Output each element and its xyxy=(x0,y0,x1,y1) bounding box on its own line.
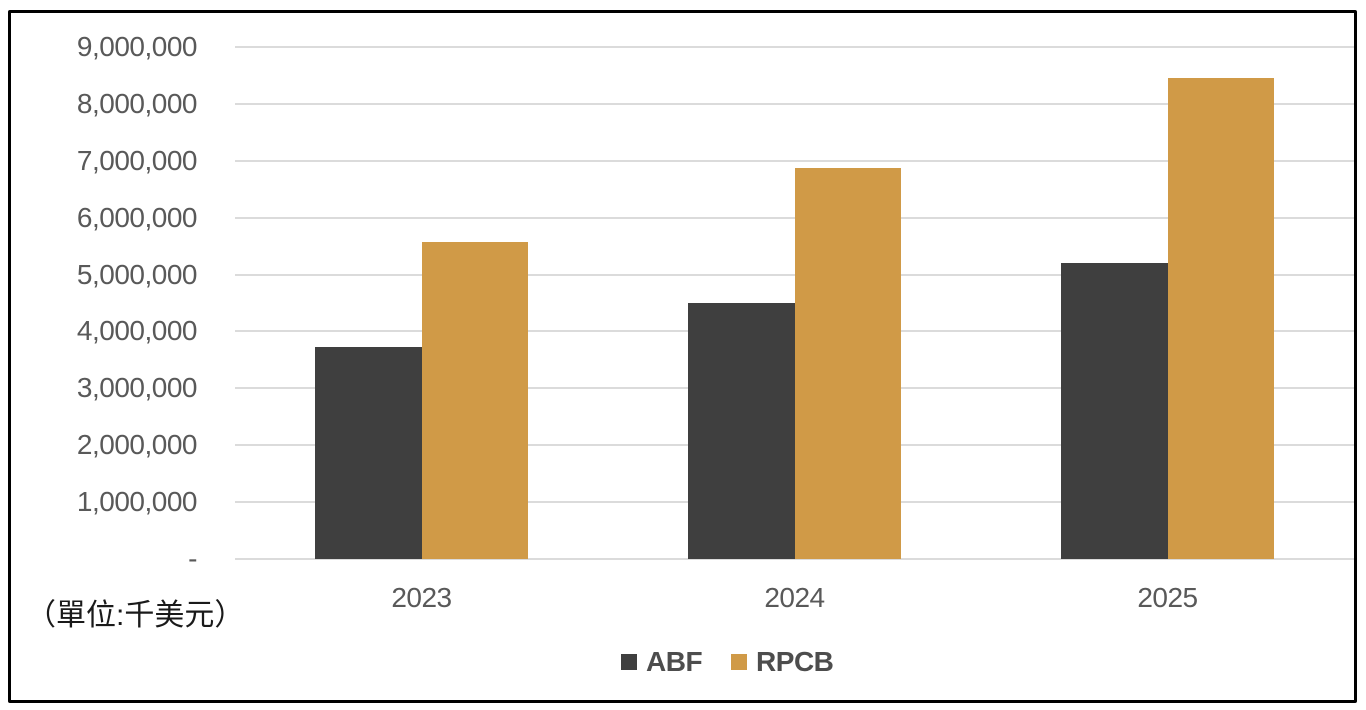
bar-abf-2024 xyxy=(688,303,795,559)
y-axis-tick-label: 2,000,000 xyxy=(76,429,198,461)
y-axis-tick-label: 1,000,000 xyxy=(76,486,198,518)
gridline xyxy=(235,159,1354,162)
unit-label: （單位:千美元） xyxy=(26,599,245,632)
legend-item-rpcb: RPCB xyxy=(731,646,834,677)
gridline xyxy=(235,46,1354,48)
y-axis-tick-label: 7,000,000 xyxy=(76,144,198,176)
chart-legend: ABF RPCB xyxy=(621,646,834,677)
x-axis-category-label: 2024 xyxy=(764,582,825,613)
gridline xyxy=(235,558,1354,560)
y-axis-tick-label: 9,000,000 xyxy=(76,31,198,62)
bar-rpcb-2025 xyxy=(1167,78,1274,559)
bar-rpcb-2024 xyxy=(794,168,901,559)
y-axis-tick-label: 6,000,000 xyxy=(76,201,198,233)
bar-rpcb-2023 xyxy=(421,242,528,559)
legend-item-abf: ABF xyxy=(621,646,703,677)
y-axis-tick-label: 5,000,000 xyxy=(76,258,198,290)
y-axis-tick-label: 4,000,000 xyxy=(76,315,198,347)
legend-swatch-abf xyxy=(621,654,637,670)
legend-swatch-rpcb xyxy=(731,654,748,670)
gridline xyxy=(235,102,1354,105)
x-axis-category-label: 2025 xyxy=(1137,582,1198,613)
legend-label-abf: ABF xyxy=(646,646,703,677)
legend-label-rpcb: RPCB xyxy=(756,646,834,677)
y-axis-tick-label: 3,000,000 xyxy=(76,372,198,404)
bar-abf-2025 xyxy=(1061,262,1168,559)
y-axis-tick-label: - xyxy=(188,543,197,574)
y-axis-tick-label: 8,000,000 xyxy=(76,87,198,119)
bar-abf-2023 xyxy=(315,346,422,559)
x-axis-category-label: 2023 xyxy=(391,582,452,613)
